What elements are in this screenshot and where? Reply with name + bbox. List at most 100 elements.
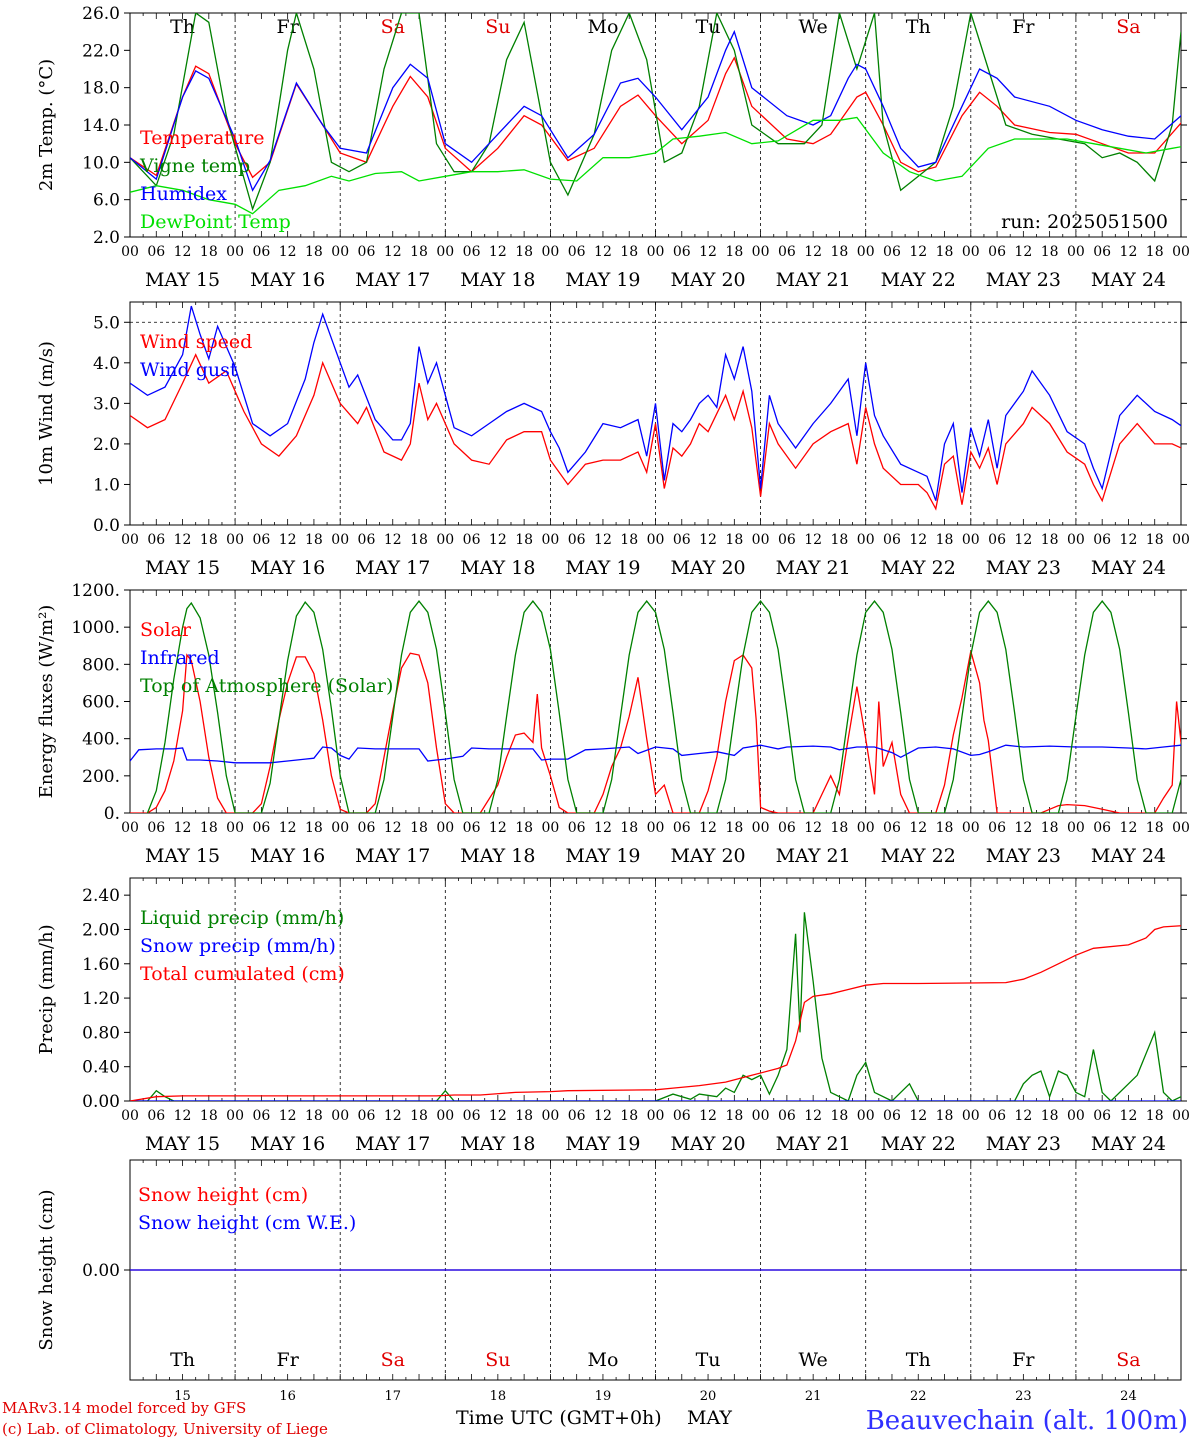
x-tick-label: 12 xyxy=(489,244,507,260)
y-axis-label: Snow height (cm) xyxy=(36,1189,57,1350)
x-tick-label: 18 xyxy=(515,244,533,260)
series-line xyxy=(130,651,1181,813)
date-label: MAY 19 xyxy=(565,269,640,291)
x-tick-label: 00 xyxy=(331,820,349,836)
y-tick-label: 2.0 xyxy=(93,435,120,455)
legend-label: Snow height (cm) xyxy=(138,1184,308,1206)
x-tick-label: 06 xyxy=(673,1108,691,1124)
x-tick-label: 00 xyxy=(541,1108,559,1124)
date-label: MAY 20 xyxy=(670,269,745,291)
date-label: MAY 24 xyxy=(1091,557,1166,579)
x-tick-label: 18 xyxy=(200,1108,218,1124)
series-line xyxy=(130,925,1181,1101)
x-tick-label: 18 xyxy=(620,532,638,548)
y-tick-label: 0.80 xyxy=(82,1023,120,1043)
date-label: MAY 15 xyxy=(145,269,220,291)
x-tick-label: 12 xyxy=(489,820,507,836)
x-tick-label: 18 xyxy=(831,1108,849,1124)
x-tick-label: 00 xyxy=(962,820,980,836)
weekday-label: Sa xyxy=(381,16,405,38)
x-tick-label: 06 xyxy=(1093,1108,1111,1124)
date-label: MAY 23 xyxy=(986,269,1061,291)
x-tick-label: 06 xyxy=(252,820,270,836)
day-number-label: 17 xyxy=(384,1389,401,1404)
day-number-label: 22 xyxy=(910,1389,927,1404)
x-tick-label: 00 xyxy=(857,1108,875,1124)
y-tick-label: 14.0 xyxy=(82,116,120,136)
x-tick-label: 12 xyxy=(699,532,717,548)
legend-label: Wind gust xyxy=(140,359,238,381)
x-tick-label: 00 xyxy=(752,820,770,836)
y-tick-label: 6.0 xyxy=(93,191,120,211)
date-label: MAY 18 xyxy=(460,845,535,867)
x-tick-label: 12 xyxy=(384,820,402,836)
x-tick-label: 00 xyxy=(857,244,875,260)
y-axis-label: 2m Temp. (°C) xyxy=(36,59,57,191)
x-tick-label: 00 xyxy=(752,532,770,548)
y-tick-label: 18.0 xyxy=(82,79,120,99)
x-tick-label: 12 xyxy=(279,532,297,548)
day-number-label: 15 xyxy=(174,1389,191,1404)
date-label: MAY 21 xyxy=(776,269,851,291)
x-tick-label: 00 xyxy=(1067,820,1085,836)
date-label: MAY 15 xyxy=(145,557,220,579)
legend-label: Top of Atmosphere (Solar) xyxy=(140,675,393,697)
x-tick-label: 18 xyxy=(515,820,533,836)
date-label: MAY 18 xyxy=(460,1133,535,1155)
x-tick-label: 18 xyxy=(305,820,323,836)
x-tick-label: 18 xyxy=(936,820,954,836)
weekday-label: Mo xyxy=(587,1349,618,1371)
x-tick-label: 06 xyxy=(988,820,1006,836)
y-tick-label: 3.0 xyxy=(93,394,120,414)
x-tick-label: 12 xyxy=(489,532,507,548)
x-tick-label: 00 xyxy=(436,1108,454,1124)
y-tick-label: 4.0 xyxy=(93,354,120,374)
x-tick-label: 06 xyxy=(568,1108,586,1124)
weekday-label: Tu xyxy=(696,16,721,38)
x-tick-label: 06 xyxy=(147,1108,165,1124)
y-tick-label: 10.0 xyxy=(82,153,120,173)
weekday-label: Th xyxy=(170,1349,195,1371)
date-label: MAY 15 xyxy=(145,845,220,867)
date-label: MAY 23 xyxy=(986,845,1061,867)
series-line xyxy=(130,13,1181,212)
date-label: MAY 24 xyxy=(1091,845,1166,867)
y-tick-label: 2.0 xyxy=(93,228,120,248)
x-tick-label: 12 xyxy=(174,244,192,260)
date-label: MAY 18 xyxy=(460,557,535,579)
weekday-label: Th xyxy=(170,16,195,38)
panel-snow: 0.00 Snow height (cm) Th 15 Fr 16 Sa 17 Su 18 Mo 19… xyxy=(36,1159,1187,1404)
x-tick-label: 18 xyxy=(620,820,638,836)
x-tick-label: 12 xyxy=(1120,1108,1138,1124)
weekday-label: Sa xyxy=(1116,1349,1140,1371)
y-tick-label: 400. xyxy=(82,730,120,750)
weekday-label: Fr xyxy=(1012,1349,1035,1371)
x-tick-label: 12 xyxy=(1120,532,1138,548)
x-tick-label: 12 xyxy=(384,532,402,548)
day-number-label: 23 xyxy=(1015,1389,1032,1404)
x-tick-label: 12 xyxy=(1120,820,1138,836)
legend-label: DewPoint Temp xyxy=(140,211,291,233)
x-tick-label: 00 xyxy=(226,1108,244,1124)
series-line xyxy=(130,116,1181,215)
x-tick-label: 00 xyxy=(541,532,559,548)
x-tick-label: 06 xyxy=(1093,820,1111,836)
date-label: MAY 24 xyxy=(1091,1133,1166,1155)
x-tick-label: 12 xyxy=(489,1108,507,1124)
x-tick-label: 00 xyxy=(647,244,665,260)
x-tick-label: 00 xyxy=(962,244,980,260)
y-axis-label: Energy fluxes (W/m²) xyxy=(36,605,57,799)
x-tick-label: 18 xyxy=(620,1108,638,1124)
date-label: MAY 16 xyxy=(250,269,325,291)
x-tick-label: 00 xyxy=(226,244,244,260)
weekday-label: Sa xyxy=(381,1349,405,1371)
x-tick-label: 18 xyxy=(1146,1108,1164,1124)
x-tick-label: 00 xyxy=(541,820,559,836)
legend-label: Snow height (cm W.E.) xyxy=(138,1212,356,1234)
x-tick-label: 12 xyxy=(174,820,192,836)
x-tick-label: 18 xyxy=(410,244,428,260)
x-tick-label: 06 xyxy=(883,1108,901,1124)
x-tick-label: 00 xyxy=(331,532,349,548)
legend-label: Snow precip (mm/h) xyxy=(140,935,336,957)
date-label: MAY 19 xyxy=(565,1133,640,1155)
